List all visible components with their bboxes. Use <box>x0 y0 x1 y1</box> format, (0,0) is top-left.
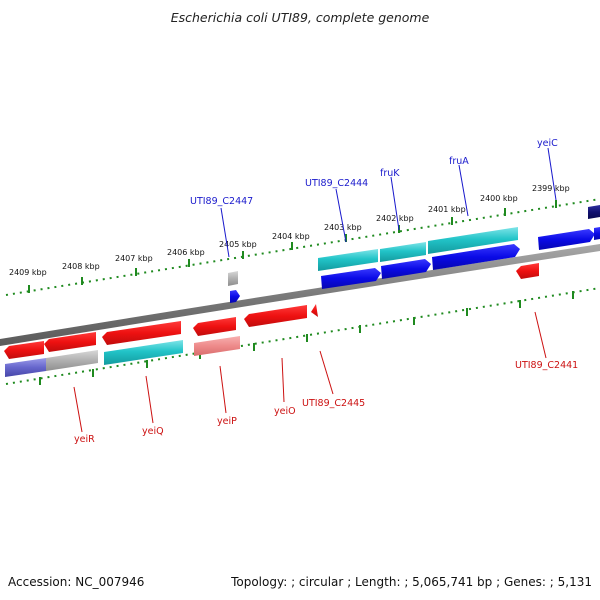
scale-label: 2407 kbp <box>115 254 153 263</box>
reverse-gene-arrow <box>44 332 96 352</box>
scale-label: 2406 kbp <box>167 248 205 257</box>
reverse-gene-label[interactable]: UTI89_C2441 <box>515 360 578 371</box>
forward-gene-label[interactable]: UTI89_C2444 <box>305 178 368 189</box>
reverse-gene-label[interactable]: yeiR <box>74 434 95 445</box>
cds-feature <box>380 242 426 262</box>
scale-label: 2401 kbp <box>428 205 466 214</box>
reverse-gene-arrow <box>244 305 307 327</box>
forward-gene-arrow <box>381 259 431 279</box>
cds-feature <box>194 336 240 356</box>
length-info: Length: 5,065,741 bp <box>347 575 492 589</box>
label-leader-line <box>335 188 347 243</box>
label-leader-line <box>145 375 154 424</box>
forward-gene-arrow <box>321 268 381 289</box>
genome-backbone <box>0 244 600 346</box>
reverse-gene-arrow <box>193 317 236 336</box>
scale-label: 2405 kbp <box>219 240 257 249</box>
scale-label: 2404 kbp <box>272 232 310 241</box>
scale-label: 2402 kbp <box>376 214 414 223</box>
scale-label: 2408 kbp <box>62 262 100 271</box>
accession-value: NC_007946 <box>75 575 145 589</box>
cds-feature <box>104 340 183 365</box>
reverse-gene-arrow <box>311 304 318 317</box>
label-leader-line <box>73 386 83 433</box>
label-leader-line <box>219 365 227 414</box>
reverse-gene-label[interactable]: yeiQ <box>142 426 164 437</box>
label-leader-line <box>390 176 400 231</box>
forward-gene-arrow <box>588 205 600 219</box>
genes-info: Genes: 5,131 <box>496 575 592 589</box>
label-leader-line <box>319 350 334 395</box>
forward-gene-arrow <box>230 290 240 303</box>
reverse-gene-arrow <box>4 341 44 359</box>
label-leader-line <box>220 207 230 258</box>
forward-gene-label[interactable]: yeiC <box>537 138 558 149</box>
genome-summary: Topology: circular Length: 5,065,741 bp … <box>231 575 592 589</box>
reverse-gene-label[interactable]: UTI89_C2445 <box>302 398 365 409</box>
map-title: Escherichia coli UTI89, complete genome <box>170 10 430 25</box>
forward-gene-label[interactable]: fruA <box>449 156 469 167</box>
reverse-gene-arrow <box>102 321 181 345</box>
accession-label: Accession: <box>8 575 72 589</box>
forward-gene-arrow <box>432 244 520 270</box>
pseudogene-feature <box>46 350 98 371</box>
forward-gene-arrow <box>594 227 600 240</box>
cds-feature <box>428 227 518 254</box>
forward-gene-arrow <box>538 229 595 250</box>
label-leader-line <box>458 164 469 217</box>
forward-gene-label[interactable]: fruK <box>380 168 400 179</box>
scale-label: 2400 kbp <box>480 194 518 203</box>
label-leader-line <box>534 311 547 359</box>
cds-feature <box>5 358 46 377</box>
scale-ticks <box>28 200 574 385</box>
label-leader-line <box>547 147 557 201</box>
forward-gene-label[interactable]: UTI89_C2447 <box>190 196 253 207</box>
accession-info: Accession: NC_007946 <box>8 575 144 589</box>
scale-label: 2399 kbp <box>532 184 570 193</box>
scale-label: 2409 kbp <box>9 268 47 277</box>
pseudogene-feature <box>228 271 238 286</box>
cds-feature <box>318 249 378 271</box>
reverse-gene-label[interactable]: yeiP <box>217 416 237 427</box>
reverse-gene-arrow <box>516 263 539 279</box>
topology-info: Topology: circular <box>231 575 343 589</box>
reverse-gene-label[interactable]: yeiO <box>274 406 296 417</box>
label-leader-line <box>281 357 285 403</box>
